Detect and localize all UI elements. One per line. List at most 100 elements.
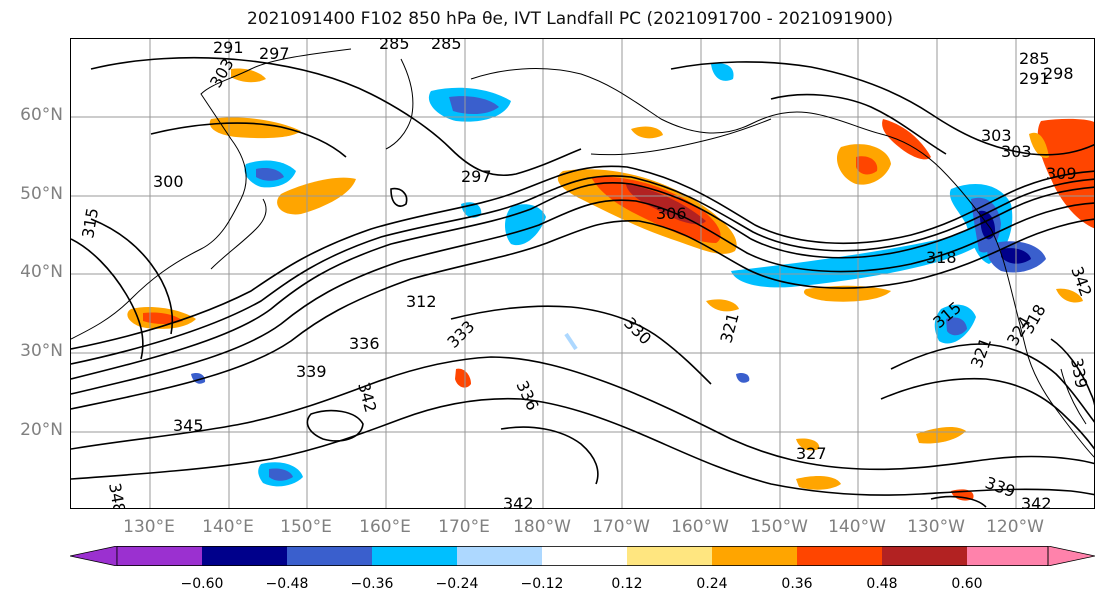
contour-label: 348 bbox=[105, 481, 129, 509]
lon-label-170w: 170°W bbox=[592, 517, 650, 537]
map-title: 2021091400 F102 850 hPa θe, IVT Landfall… bbox=[247, 9, 893, 29]
coast-aleutians bbox=[590, 118, 772, 156]
lat-label-30n: 30°N bbox=[20, 341, 63, 361]
colorbar-bin bbox=[797, 546, 882, 566]
shade-subtrop-neg-inner bbox=[946, 317, 967, 336]
colorbar-tick: 0.12 bbox=[611, 576, 643, 592]
shade-light-line bbox=[564, 332, 578, 351]
colorbar-bin bbox=[372, 546, 457, 566]
colorbar-over-triangle bbox=[1047, 546, 1095, 566]
contour-jet-4 bbox=[71, 218, 1094, 410]
contour-north-2 bbox=[150, 122, 347, 158]
shade-subpolar-jet bbox=[731, 204, 1005, 288]
contour-north-4 bbox=[770, 93, 947, 155]
colorbar-tick: 0.24 bbox=[696, 576, 728, 592]
shade-trop-e2 bbox=[796, 476, 841, 490]
colorbar-under-triangle bbox=[70, 546, 118, 566]
shade-pnw-outer bbox=[1029, 132, 1049, 159]
lon-label-150w: 150°W bbox=[750, 517, 808, 537]
contour-label: 285 bbox=[1019, 49, 1050, 68]
contour-subtrop-2 bbox=[71, 397, 1094, 496]
coastlines bbox=[71, 48, 1094, 458]
contour-label: 285 bbox=[379, 39, 410, 53]
theta-e-contours bbox=[71, 56, 1094, 508]
lon-label-160w: 160°W bbox=[671, 517, 729, 537]
lon-label-160e: 160°E bbox=[359, 517, 411, 537]
colorbar-bin bbox=[287, 546, 372, 566]
lon-label-180w: 180°W bbox=[513, 517, 571, 537]
shade-nw-pac-inner bbox=[256, 167, 284, 181]
colorbar-bin bbox=[457, 546, 542, 566]
contour-subtrop-3 bbox=[450, 305, 712, 385]
shade-bering-inner bbox=[449, 96, 499, 115]
lon-label-140e: 140°E bbox=[202, 517, 254, 537]
contour-label: 336 bbox=[349, 334, 380, 353]
colorbar-bin bbox=[882, 546, 967, 566]
shade-dateline-n bbox=[706, 299, 739, 312]
shade-jet-strong bbox=[591, 176, 721, 243]
shade-wpac-neg-inner bbox=[269, 468, 293, 481]
contour-jet-5 bbox=[71, 165, 1094, 350]
contour-closed-1 bbox=[306, 409, 364, 442]
lon-label-130e: 130°E bbox=[123, 517, 175, 537]
contour-label: 312 bbox=[406, 292, 437, 311]
lon-label-170e: 170°E bbox=[438, 517, 490, 537]
contour-label: 327 bbox=[796, 444, 827, 463]
contour-subtrop-4 bbox=[890, 343, 1094, 423]
colorbar-outline bbox=[116, 546, 1049, 566]
colorbar-bin bbox=[117, 546, 202, 566]
contour-label: 321 bbox=[717, 311, 743, 345]
coast-asia bbox=[71, 48, 352, 340]
contour-label: 309 bbox=[1046, 164, 1077, 183]
contour-label: 303 bbox=[981, 126, 1012, 145]
lat-label-20n: 20°N bbox=[20, 420, 63, 440]
contour-label: 315 bbox=[78, 206, 102, 239]
contour-jet-3 bbox=[71, 199, 1094, 395]
contour-label: 321 bbox=[967, 335, 995, 370]
contour-label: 339 bbox=[296, 362, 327, 381]
contour-closed-3 bbox=[390, 187, 408, 207]
shade-midpac bbox=[803, 285, 891, 302]
colorbar-bin bbox=[967, 546, 1048, 566]
coast-baja bbox=[1060, 368, 1087, 425]
contour-subtrop-6 bbox=[500, 426, 599, 485]
contour-north-1 bbox=[90, 56, 582, 176]
lat-label-50n: 50°N bbox=[20, 184, 63, 204]
coast-alaska bbox=[470, 68, 992, 230]
contour-labels: 291 297 303 285 285 285 298 291 303 300 … bbox=[78, 39, 1094, 509]
colorbar-tick: −0.36 bbox=[350, 576, 394, 592]
shading-positive bbox=[127, 68, 1094, 501]
shade-aleutian-w bbox=[631, 126, 663, 139]
contour-label: 342 bbox=[354, 380, 380, 414]
contour-label: 306 bbox=[656, 204, 687, 223]
contour-label: 318 bbox=[926, 248, 957, 267]
colorbar-tick: −0.24 bbox=[435, 576, 479, 592]
contour-label: 333 bbox=[443, 317, 478, 352]
contour-label: 339 bbox=[1067, 356, 1091, 389]
contour-label: 336 bbox=[512, 378, 542, 414]
shade-gulf-alaska-inner bbox=[856, 156, 878, 175]
coast-japan bbox=[210, 198, 267, 270]
shade-hawaii bbox=[455, 368, 471, 388]
coast-na-west bbox=[990, 228, 1094, 458]
contour-label: 342 bbox=[503, 494, 534, 509]
lon-label-150e: 150°E bbox=[280, 517, 332, 537]
shade-pnw bbox=[1037, 118, 1094, 229]
colorbar-tick: 0.36 bbox=[781, 576, 813, 592]
shade-jet-max bbox=[626, 184, 706, 225]
contour-west-2 bbox=[90, 218, 174, 335]
colorbar-bin bbox=[712, 546, 797, 566]
colorbar-bin bbox=[627, 546, 712, 566]
contour-label: 339 bbox=[983, 473, 1018, 501]
colorbar-tick: 0.60 bbox=[951, 576, 983, 592]
contour-label: 303 bbox=[1001, 142, 1032, 161]
shade-bc-coast bbox=[882, 119, 931, 160]
colorbar-tick: −0.60 bbox=[180, 576, 224, 592]
shade-trop-e bbox=[916, 427, 966, 444]
contour-subtrop-5 bbox=[880, 377, 1094, 450]
contour-label: 297 bbox=[461, 167, 492, 186]
lat-label-60n: 60°N bbox=[20, 105, 63, 125]
lon-label-130w: 130°W bbox=[907, 517, 965, 537]
contour-jet-2 bbox=[71, 175, 1094, 365]
shade-ak-peninsula bbox=[711, 63, 734, 81]
